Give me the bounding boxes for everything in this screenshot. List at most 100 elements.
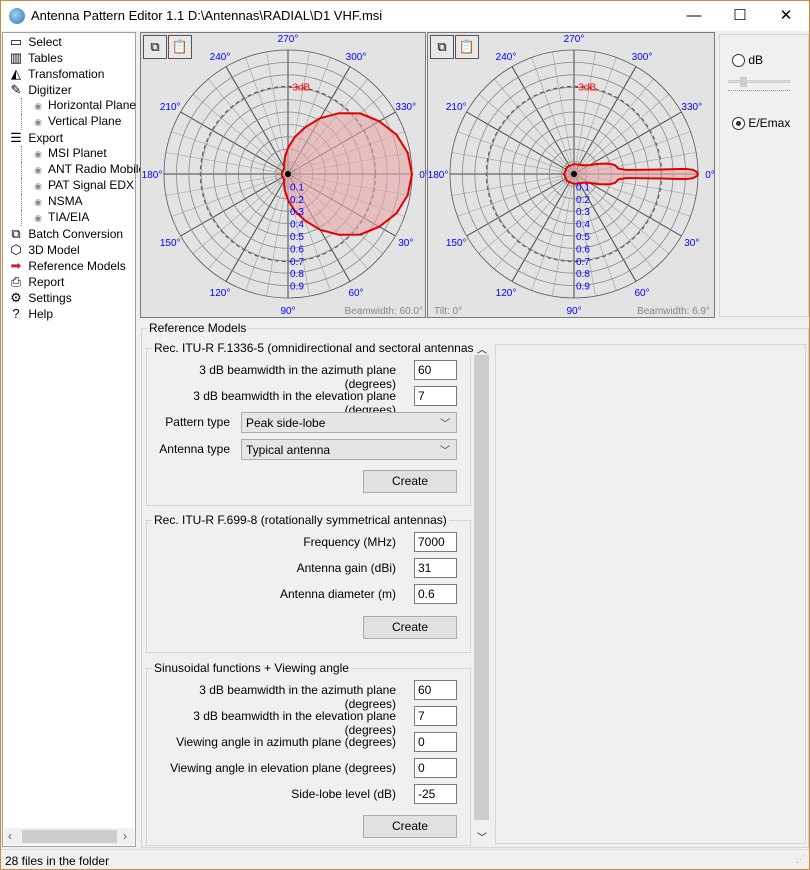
db-range-slider[interactable] bbox=[728, 77, 792, 97]
triangle-icon: ◭ bbox=[11, 66, 21, 81]
sidebar-item-pat-signal-edx[interactable]: ◉ PAT Signal EDX bbox=[21, 178, 134, 194]
sidebar-item-label: MSI Planet bbox=[48, 146, 107, 160]
antenna-type-select[interactable]: Typical antenna ﹀ bbox=[241, 439, 457, 460]
copy-button[interactable]: ⧉ bbox=[143, 35, 167, 59]
sidebar-tree: ▭ Select ▥ Tables ◭ Transfomation ✎ Digitiz… bbox=[2, 32, 145, 847]
scroll-right-icon[interactable]: › bbox=[123, 829, 127, 843]
scroll-left-icon[interactable]: ‹ bbox=[8, 829, 12, 843]
scroll-thumb[interactable] bbox=[474, 355, 489, 820]
radial-tick-label: 0.4 bbox=[576, 220, 590, 231]
sidebar-item-transfomation[interactable]: ◭ Transfomation bbox=[7, 66, 104, 82]
pattern-type-label: Pattern type bbox=[165, 415, 230, 429]
sidebar-item-select[interactable]: ▭ Select bbox=[7, 34, 62, 50]
scroll-thumb[interactable] bbox=[22, 830, 117, 843]
pattern-type-value: Peak side-lobe bbox=[246, 416, 326, 430]
radial-tick-label: 0.1 bbox=[290, 182, 304, 193]
sidebar-item-ant-radio-mobile[interactable]: ◉ ANT Radio Mobile bbox=[21, 162, 145, 178]
maximize-button[interactable]: ☐ bbox=[733, 7, 747, 24]
center-point bbox=[571, 171, 577, 177]
create-button[interactable]: Create bbox=[363, 616, 457, 639]
chevron-down-icon: ﹀ bbox=[440, 446, 450, 457]
bullet-icon: ◉ bbox=[34, 101, 42, 111]
sidebar-item-label: Tables bbox=[28, 51, 63, 65]
close-button[interactable]: ✕ bbox=[779, 7, 793, 24]
angle-tick-label: 60° bbox=[348, 288, 363, 299]
sidebar-item-label: TIA/EIA bbox=[48, 210, 90, 224]
angle-tick-label: 180° bbox=[142, 170, 163, 181]
minus-3db-label: -3dB bbox=[289, 82, 310, 93]
field-label: Side-lobe level (dB) bbox=[291, 787, 396, 801]
field-input[interactable]: 0.6 bbox=[414, 584, 457, 604]
horizontal-pattern-chart: 0° 30° 60° 90° 120° 150° 180° 210° 240° 270° 300° 3… bbox=[140, 32, 427, 318]
beamwidth-label: Beamwidth: 6.9° bbox=[637, 306, 710, 317]
radial-tick-label: 0.6 bbox=[290, 244, 304, 255]
folder-icon: ▭ bbox=[9, 34, 23, 49]
antenna-type-value: Typical antenna bbox=[246, 443, 331, 457]
field-input[interactable]: 7 bbox=[414, 386, 457, 406]
radial-tick-label: 0.7 bbox=[290, 257, 304, 268]
copy-button[interactable]: ⧉ bbox=[430, 35, 454, 59]
copy-icon: ⧉ bbox=[437, 39, 447, 54]
create-button[interactable]: Create bbox=[363, 470, 457, 493]
sidebar-item-tia-eia[interactable]: ◉ TIA/EIA bbox=[21, 210, 89, 226]
field-input[interactable]: 0 bbox=[414, 732, 457, 752]
field-input[interactable]: 0 bbox=[414, 758, 457, 778]
bullet-icon: ◉ bbox=[34, 197, 42, 207]
radial-tick-label: 0.6 bbox=[576, 244, 590, 255]
radial-tick-label: 0.7 bbox=[576, 257, 590, 268]
field-input[interactable]: -25 bbox=[414, 784, 457, 804]
field-input[interactable]: 7000 bbox=[414, 532, 457, 552]
antenna-type-label: Antenna type bbox=[159, 442, 230, 456]
sidebar-hscrollbar[interactable]: ‹ › bbox=[4, 828, 134, 845]
pattern-curve bbox=[563, 162, 700, 186]
field-input[interactable]: 7 bbox=[414, 706, 457, 726]
resize-grip-icon[interactable]: ⋰ bbox=[796, 854, 805, 864]
angle-tick-label: 270° bbox=[564, 34, 585, 45]
paste-button[interactable]: 📋 bbox=[455, 35, 479, 59]
sidebar-item-reference-models[interactable]: ➡ Reference Models bbox=[7, 258, 126, 274]
angle-tick-label: 240° bbox=[210, 52, 231, 63]
sidebar-item-3d-model[interactable]: ⬡ 3D Model bbox=[7, 242, 79, 258]
sidebar-item-label: Report bbox=[28, 275, 65, 289]
angle-tick-label: 0° bbox=[419, 170, 427, 181]
field-input[interactable]: 60 bbox=[414, 680, 457, 700]
angle-tick-label: 330° bbox=[395, 102, 416, 113]
field-input[interactable]: 60 bbox=[414, 360, 457, 380]
sidebar-item-tables[interactable]: ▥ Tables bbox=[7, 50, 63, 66]
form-vscrollbar[interactable]: ︿ ﹀ bbox=[473, 341, 490, 846]
eemax-radio[interactable]: E/Emax bbox=[732, 116, 790, 131]
list-icon: ☰ bbox=[10, 130, 22, 145]
radial-tick-label: 0.3 bbox=[576, 207, 590, 218]
paste-button[interactable]: 📋 bbox=[168, 35, 192, 59]
db-radio[interactable]: dB bbox=[732, 53, 763, 68]
pattern-type-select[interactable]: Peak side-lobe ﹀ bbox=[241, 412, 457, 433]
minimize-button[interactable]: — bbox=[686, 7, 702, 24]
gear-icon: ⚙ bbox=[10, 290, 22, 305]
sidebar-item-label: Digitizer bbox=[28, 83, 72, 97]
angle-tick-label: 300° bbox=[346, 52, 367, 63]
paste-icon: 📋 bbox=[458, 39, 476, 54]
sidebar-item-export[interactable]: ☰ Export bbox=[7, 130, 63, 146]
cube-icon: ⬡ bbox=[10, 242, 22, 257]
scroll-down-icon[interactable]: ﹀ bbox=[477, 833, 487, 844]
sidebar-item-digitizer[interactable]: ✎ Digitizer bbox=[7, 82, 72, 98]
sidebar-item-help[interactable]: ? Help bbox=[7, 306, 53, 322]
sidebar-item-label: NSMA bbox=[48, 194, 83, 208]
copy-icon: ⧉ bbox=[150, 39, 160, 54]
app-logo-icon bbox=[9, 8, 25, 24]
sidebar-item-vertical-plane[interactable]: ◉ Vertical Plane bbox=[21, 114, 121, 130]
slider-thumb[interactable] bbox=[740, 77, 747, 87]
radial-tick-label: 0.3 bbox=[290, 207, 304, 218]
sidebar-item-horizontal-plane[interactable]: ◉ Horizontal Plane bbox=[21, 98, 136, 114]
create-button[interactable]: Create bbox=[363, 815, 457, 838]
sidebar-item-batch-conversion[interactable]: ⧉ Batch Conversion bbox=[7, 226, 123, 242]
sidebar-item-report[interactable]: ⎙ Report bbox=[7, 274, 65, 290]
sidebar-item-settings[interactable]: ⚙ Settings bbox=[7, 290, 72, 306]
scroll-up-icon[interactable]: ︿ bbox=[477, 345, 487, 356]
sidebar-item-nsma[interactable]: ◉ NSMA bbox=[21, 194, 83, 210]
sidebar-item-msi-planet[interactable]: ◉ MSI Planet bbox=[21, 146, 107, 162]
field-input[interactable]: 31 bbox=[414, 558, 457, 578]
angle-tick-label: 180° bbox=[428, 170, 448, 181]
radial-tick-label: 0.9 bbox=[576, 282, 590, 293]
angle-tick-label: 30° bbox=[398, 238, 413, 249]
